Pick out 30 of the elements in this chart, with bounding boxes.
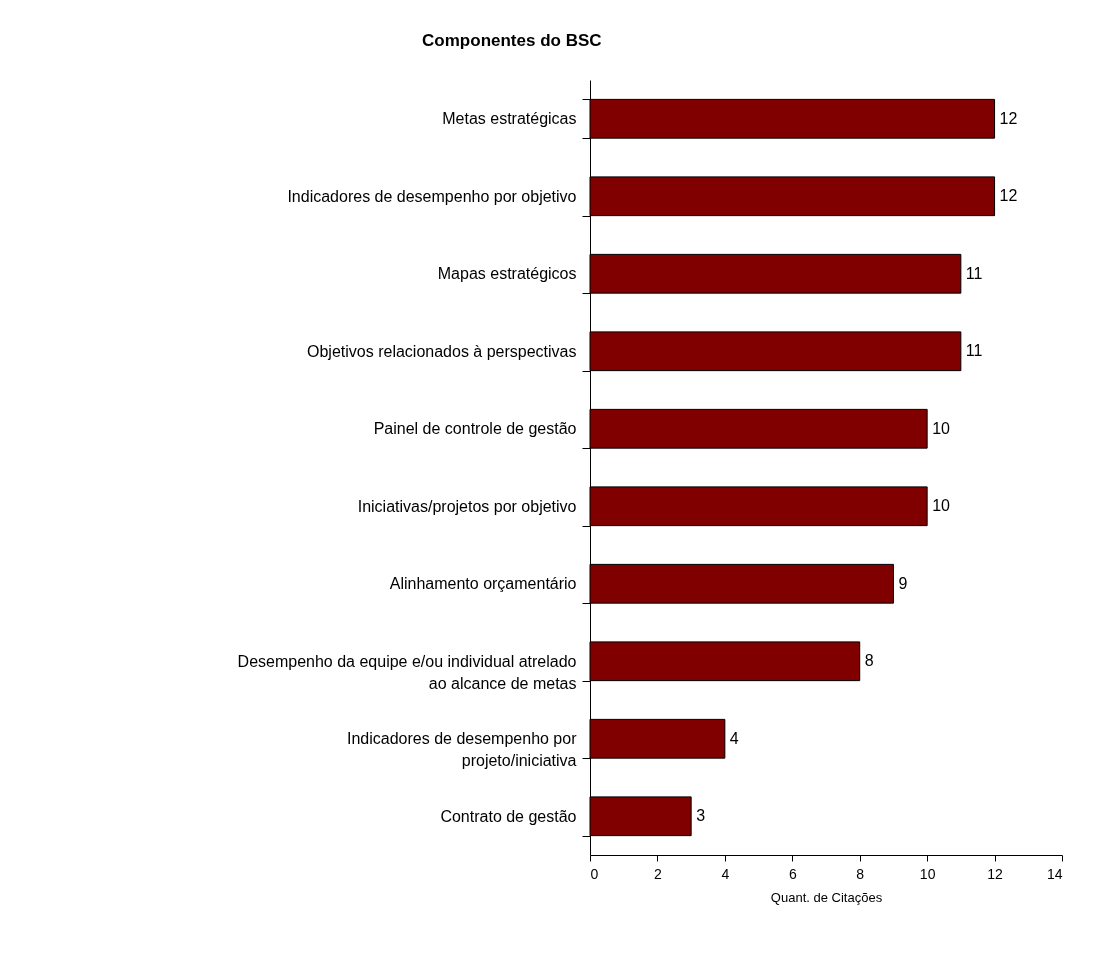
x-tick-label: 4 xyxy=(721,865,730,882)
x-axis-title: Quant. de Citações xyxy=(770,889,883,905)
data-label: 3 xyxy=(696,807,706,825)
y-tick-label: Iniciativas/projetos por objetivo xyxy=(357,497,577,515)
x-tick-label: 8 xyxy=(856,865,865,882)
x-tick-label: 10 xyxy=(919,865,936,882)
data-label: 12 xyxy=(999,109,1018,127)
x-tick-label: 0 xyxy=(590,865,599,882)
x-tick-label: 12 xyxy=(987,865,1004,882)
data-label: 12 xyxy=(999,187,1018,205)
y-tick-label: Contrato de gestão xyxy=(440,807,577,825)
data-label: 9 xyxy=(898,574,908,592)
data-label: 11 xyxy=(965,342,983,360)
y-tick-label: Indicadores de desempenho por objetivo xyxy=(287,187,577,205)
data-label: 11 xyxy=(965,264,983,282)
y-tick-label: Mapas estratégicos xyxy=(437,265,577,283)
y-tick-label: Indicadores de desempenho por projeto/iniciativa xyxy=(347,730,578,770)
x-tick-label: 2 xyxy=(654,865,663,882)
data-label: 10 xyxy=(932,419,951,437)
data-label: 10 xyxy=(932,497,951,515)
y-tick-label: Alinhamento orçamentário xyxy=(389,575,577,593)
y-tick-label: Desempenho da equipe e/ou individual atrelado ao alcance de metas xyxy=(237,652,577,692)
y-tick-label: Objetivos relacionados à perspectivas xyxy=(307,342,577,360)
chart-title: Componentes do BSC xyxy=(422,31,602,50)
x-tick-label: 14 xyxy=(1046,865,1063,882)
x-tick-label: 6 xyxy=(788,865,797,882)
y-tick-label: Painel de controle de gestão xyxy=(373,420,577,438)
data-label: 8 xyxy=(864,652,874,670)
y-tick-label: Metas estratégicas xyxy=(442,110,577,128)
data-label: 4 xyxy=(729,729,739,747)
